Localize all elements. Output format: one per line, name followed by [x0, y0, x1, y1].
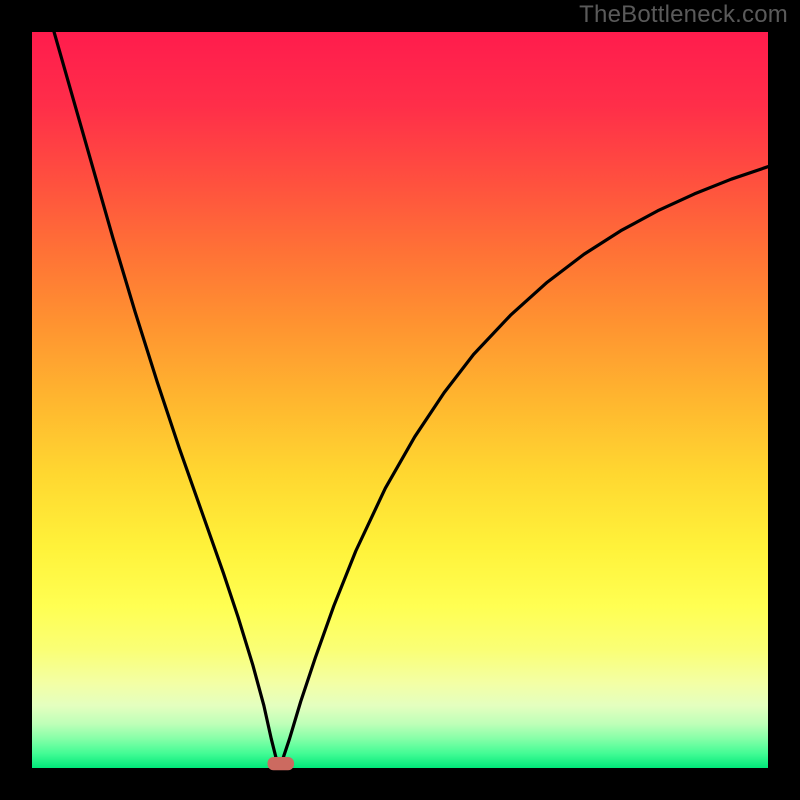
bottleneck-curve-chart: [0, 0, 800, 800]
watermark-text: TheBottleneck.com: [579, 1, 788, 29]
optimal-point-marker: [268, 757, 295, 770]
plot-background: [32, 32, 768, 768]
chart-container: TheBottleneck.com: [0, 0, 800, 800]
